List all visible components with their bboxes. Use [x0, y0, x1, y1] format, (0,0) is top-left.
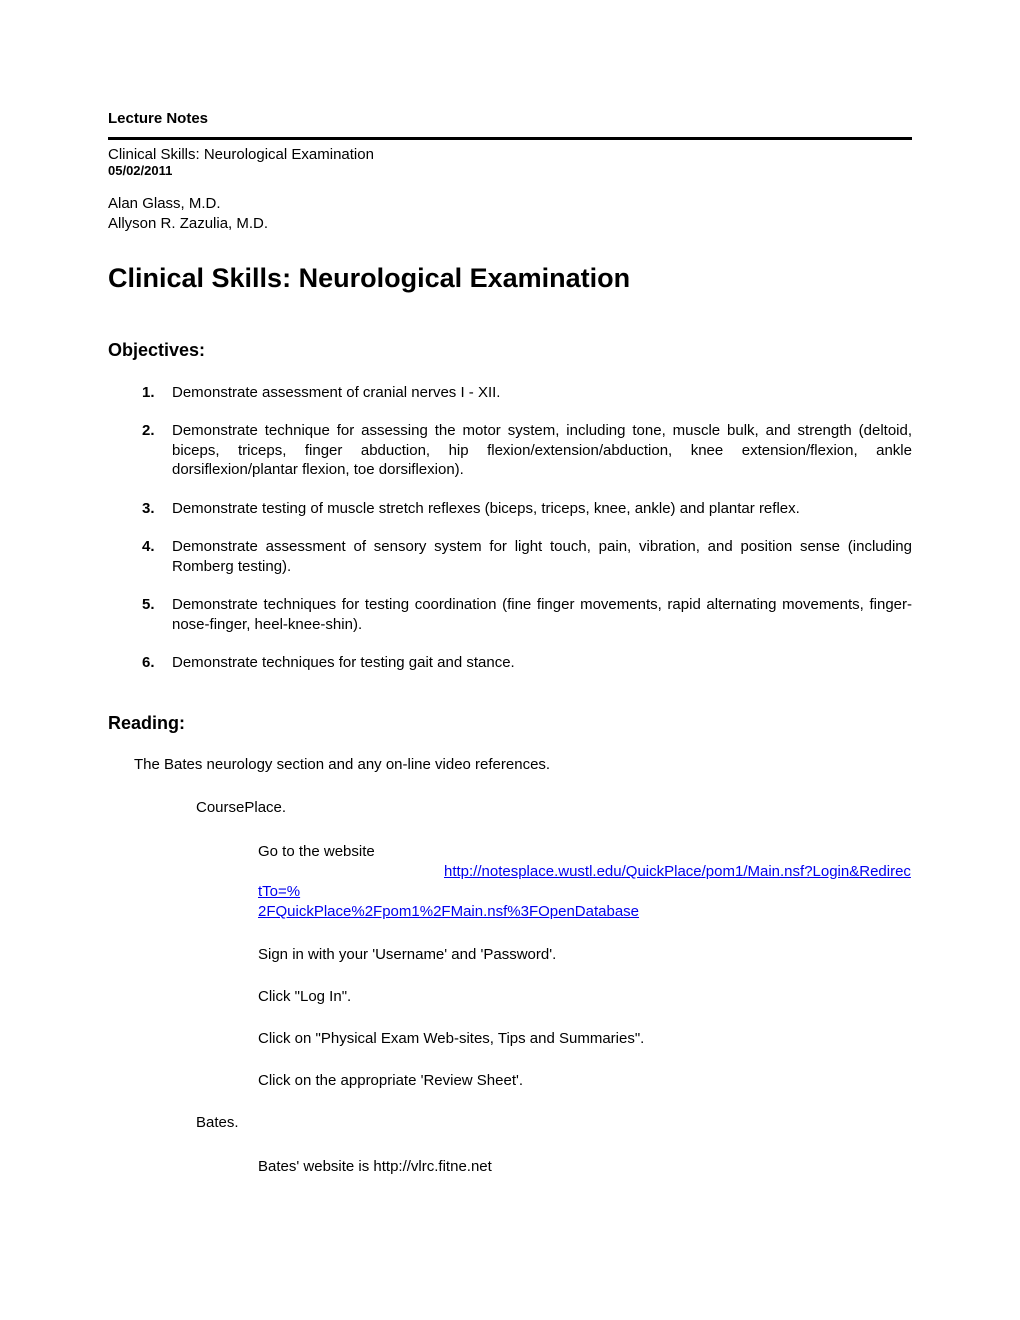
objectives-list: Demonstrate assessment of cranial nerves…	[108, 383, 912, 673]
subtitle: Clinical Skills: Neurological Examinatio…	[108, 146, 912, 163]
author-2: Allyson R. Zazulia, M.D.	[108, 214, 912, 234]
courseplace-label: CoursePlace.	[196, 799, 912, 816]
goto-block: Go to the website http://notesplace.wust…	[258, 842, 912, 923]
reading-heading: Reading:	[108, 713, 912, 734]
courseplace-link[interactable]: http://notesplace.wustl.edu/QuickPlace/p…	[258, 863, 911, 921]
list-item: Demonstrate techniques for testing gait …	[142, 653, 912, 673]
step-text: Sign in with your 'Username' and 'Passwo…	[258, 945, 912, 965]
divider	[108, 137, 912, 140]
header-label: Lecture Notes	[108, 110, 912, 127]
step-text: Click on the appropriate 'Review Sheet'.	[258, 1071, 912, 1091]
list-item: Demonstrate assessment of cranial nerves…	[142, 383, 912, 403]
bates-text: Bates' website is http://vlrc.fitne.net	[258, 1157, 912, 1177]
list-item: Demonstrate testing of muscle stretch re…	[142, 499, 912, 519]
list-item: Demonstrate technique for assessing the …	[142, 421, 912, 480]
goto-text: Go to the website	[258, 843, 375, 860]
step-text: Click on "Physical Exam Web-sites, Tips …	[258, 1029, 912, 1049]
page-title: Clinical Skills: Neurological Examinatio…	[108, 263, 912, 294]
document-page: Lecture Notes Clinical Skills: Neurologi…	[0, 0, 1020, 1177]
list-item: Demonstrate assessment of sensory system…	[142, 537, 912, 576]
step-text: Click "Log In".	[258, 987, 912, 1007]
objectives-heading: Objectives:	[108, 340, 912, 361]
bates-label: Bates.	[196, 1114, 912, 1131]
list-item: Demonstrate techniques for testing coord…	[142, 595, 912, 634]
author-1: Alan Glass, M.D.	[108, 194, 912, 214]
reading-intro: The Bates neurology section and any on-l…	[134, 756, 912, 773]
date: 05/02/2011	[108, 163, 912, 178]
